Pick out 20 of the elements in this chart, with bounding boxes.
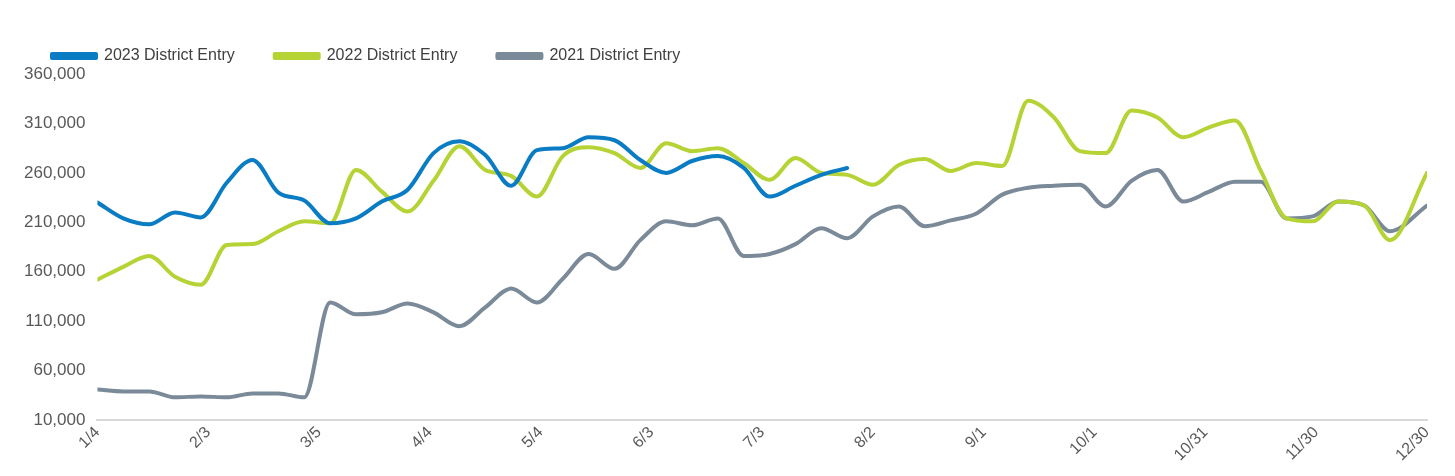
x-tick-label: 9/1 [961,423,990,451]
y-tick-label: 160,000 [24,261,86,281]
y-tick-label: 210,000 [24,212,86,232]
y-tick-label: 110,000 [25,310,86,330]
x-tick-label: 6/3 [628,423,657,451]
y-tick-label: 360,000 [24,63,86,83]
x-tick-label: 7/3 [739,423,768,451]
y-tick-label: 260,000 [24,162,86,182]
x-tick-label: 5/4 [518,423,546,451]
x-tick-label: 2/3 [185,423,214,451]
y-tick-label: 10,000 [33,409,86,429]
legend-label: 2021 District Entry [549,46,681,64]
x-tick-label: 4/4 [407,423,436,451]
y-tick-label: 60,000 [33,360,86,380]
x-tick-label: 3/5 [296,423,325,451]
legend-label: 2022 District Entry [326,46,458,64]
x-tick-label: 10/1 [1065,423,1100,458]
y-tick-label: 310,000 [24,113,86,133]
x-tick-label: 8/2 [850,423,879,451]
legend-label: 2023 District Entry [104,46,235,64]
